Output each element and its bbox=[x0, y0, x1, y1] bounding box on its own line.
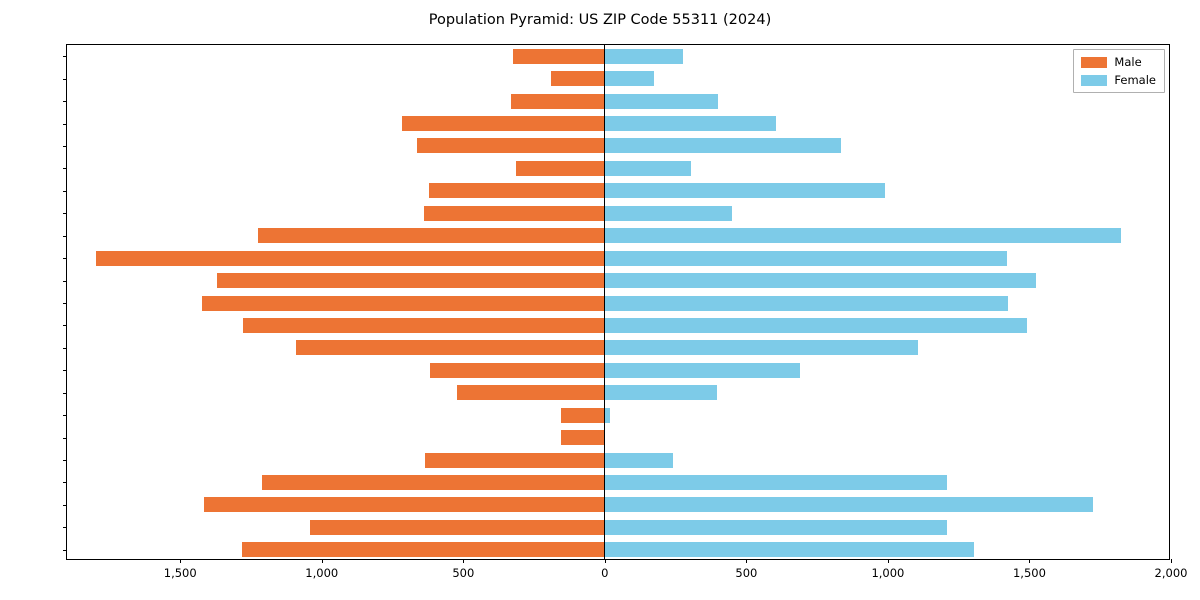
zero-axis-line bbox=[604, 45, 606, 559]
bar-male-62-64 bbox=[429, 183, 605, 199]
bar-male-15-17 bbox=[262, 474, 605, 490]
x-axis-label: 2,000 bbox=[1154, 566, 1188, 580]
bar-female-75-79 bbox=[604, 93, 719, 109]
x-axis-label: 1,500 bbox=[1012, 566, 1046, 580]
x-axis-tick-mark bbox=[1171, 559, 1172, 563]
bar-male-21 bbox=[560, 407, 605, 423]
y-axis-tick-mark bbox=[63, 303, 67, 304]
x-axis-tick-mark bbox=[321, 559, 323, 563]
bar-male-under-5 bbox=[241, 542, 605, 558]
bar-female-25-29 bbox=[604, 362, 800, 378]
bar-female-70-74 bbox=[604, 116, 777, 132]
y-axis-tick-mark bbox=[63, 190, 67, 192]
y-axis-tick-mark bbox=[63, 460, 67, 462]
bar-male-55-59 bbox=[258, 228, 605, 244]
bar-female-under-5 bbox=[604, 542, 975, 558]
x-axis-tick-mark bbox=[1029, 559, 1031, 563]
bar-female-65-66 bbox=[604, 160, 692, 176]
y-axis-tick-mark bbox=[63, 145, 67, 147]
bar-male-75-79 bbox=[511, 93, 605, 109]
x-axis-tick-mark bbox=[887, 559, 889, 563]
bar-female-60-61 bbox=[604, 205, 733, 221]
y-axis-tick-mark bbox=[63, 482, 67, 484]
x-axis-label: 1,500 bbox=[163, 566, 197, 580]
bar-male-10-14 bbox=[204, 497, 605, 513]
bar-male-80-84 bbox=[550, 71, 605, 87]
x-axis-label: 500 bbox=[735, 566, 758, 580]
bar-male-22-24 bbox=[456, 385, 605, 401]
bar-male-25-29 bbox=[430, 362, 605, 378]
legend-item-female[interactable]: Female bbox=[1081, 73, 1156, 87]
y-axis-tick-mark bbox=[63, 527, 67, 529]
bar-female-45-49 bbox=[604, 273, 1037, 289]
bar-male-30-34 bbox=[296, 340, 605, 356]
bar-female-62-64 bbox=[604, 183, 885, 199]
bar-female-18-19 bbox=[604, 452, 674, 468]
legend-label: Female bbox=[1114, 73, 1156, 87]
y-axis-tick-mark bbox=[63, 549, 67, 551]
y-axis-tick-mark bbox=[63, 392, 67, 394]
bar-female-35-39 bbox=[604, 317, 1028, 333]
bar-male-40-44 bbox=[202, 295, 605, 311]
y-axis-tick-mark bbox=[63, 437, 67, 439]
y-axis-tick-mark bbox=[63, 123, 67, 125]
y-axis-tick-mark bbox=[63, 325, 67, 327]
x-axis-label: 1,000 bbox=[871, 566, 905, 580]
plot-area: 85+80-8475-7970-7467-6965-6662-6460-6155… bbox=[63, 44, 1187, 580]
x-axis-label: 1,000 bbox=[305, 566, 339, 580]
bar-male-67-69 bbox=[417, 138, 605, 154]
x-axis-tick-mark bbox=[463, 559, 465, 563]
bar-male-5-9 bbox=[310, 519, 605, 535]
bar-female-80-84 bbox=[604, 71, 654, 87]
legend-label: Male bbox=[1114, 55, 1142, 69]
bar-female-10-14 bbox=[604, 497, 1093, 513]
x-axis-tick-mark bbox=[746, 559, 748, 563]
bar-male-20 bbox=[560, 430, 605, 446]
y-axis-tick-mark bbox=[63, 347, 67, 349]
bar-male-50-54 bbox=[95, 250, 605, 266]
chart-legend: Male Female bbox=[1073, 49, 1165, 93]
bar-female-40-44 bbox=[604, 295, 1008, 311]
bar-male-18-19 bbox=[425, 452, 605, 468]
legend-swatch-icon bbox=[1081, 56, 1108, 68]
bar-female-15-17 bbox=[604, 474, 947, 490]
bar-female-50-54 bbox=[604, 250, 1007, 266]
legend-item-male[interactable]: Male bbox=[1081, 55, 1156, 69]
x-axis-label: 500 bbox=[452, 566, 475, 580]
y-axis-tick-mark bbox=[63, 258, 67, 260]
legend-swatch-icon bbox=[1081, 74, 1108, 86]
bar-male-45-49 bbox=[217, 273, 605, 289]
y-axis-tick-mark bbox=[63, 213, 67, 215]
y-axis-tick-mark bbox=[63, 504, 67, 506]
y-axis-tick-mark bbox=[63, 78, 67, 80]
bar-female-85- bbox=[604, 48, 684, 64]
bar-male-65-66 bbox=[515, 160, 605, 176]
x-axis-tick-mark bbox=[604, 559, 606, 563]
bar-male-70-74 bbox=[401, 116, 605, 132]
bar-female-30-34 bbox=[604, 340, 918, 356]
y-axis-tick-mark bbox=[63, 101, 67, 103]
x-axis-label: 0 bbox=[601, 566, 609, 580]
y-axis-tick-mark bbox=[63, 370, 67, 372]
bar-male-60-61 bbox=[424, 205, 605, 221]
y-axis-tick-mark bbox=[63, 280, 67, 282]
bar-female-21 bbox=[604, 407, 610, 423]
bar-female-5-9 bbox=[604, 519, 947, 535]
y-axis-tick-mark bbox=[63, 235, 67, 237]
plot-inner: 85+80-8475-7970-7467-6965-6662-6460-6155… bbox=[63, 45, 1187, 580]
bar-female-67-69 bbox=[604, 138, 842, 154]
bar-male-35-39 bbox=[242, 317, 605, 333]
y-axis-tick-mark bbox=[63, 168, 67, 170]
bar-female-55-59 bbox=[604, 228, 1122, 244]
x-axis-tick-mark bbox=[180, 559, 182, 563]
bar-female-22-24 bbox=[604, 385, 717, 401]
chart-title: Population Pyramid: US ZIP Code 55311 (2… bbox=[428, 12, 772, 28]
y-axis-tick-mark bbox=[63, 415, 67, 417]
y-axis-tick-mark bbox=[63, 56, 67, 58]
bar-male-85- bbox=[513, 48, 605, 64]
